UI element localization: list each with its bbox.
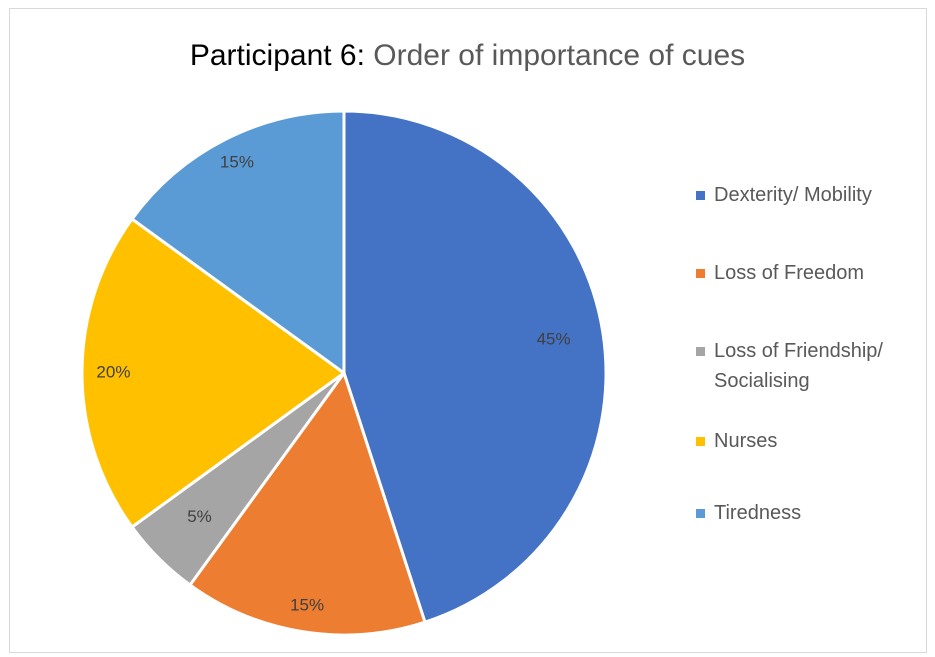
pie-slices — [80, 109, 608, 637]
pie-slice-2 — [188, 371, 427, 637]
data-label-2: 15% — [290, 595, 324, 614]
pie-slice-1 — [342, 109, 608, 624]
chart-title-light: Order of importance of cues — [364, 39, 746, 72]
legend-label-2: Loss of Freedom — [714, 258, 924, 288]
legend-swatch-4 — [696, 437, 705, 446]
legend-label-line: Dexterity/ Mobility — [714, 184, 872, 206]
legend-label-1: Dexterity/ Mobility — [714, 180, 924, 210]
data-label-5: 15% — [220, 152, 254, 171]
legend-swatch-3 — [696, 347, 705, 356]
legend-label-line: Socialising — [714, 370, 810, 392]
chart-title: Participant 6: Order of importance of cu… — [0, 36, 935, 76]
pie-slice-4 — [80, 217, 346, 529]
legend-item-1: Dexterity/ Mobility — [696, 180, 924, 210]
legend-item-2: Loss of Freedom — [696, 258, 924, 288]
chart-title-strong: Participant 6: — [189, 39, 365, 72]
legend-label-line: Nurses — [714, 430, 778, 452]
data-label-3: 5% — [187, 507, 212, 526]
legend-swatch-5 — [696, 509, 705, 518]
legend-label-line: Tiredness — [714, 502, 802, 524]
legend-label-3: Loss of Friendship/Socialising — [714, 336, 924, 396]
legend-swatch-2 — [696, 269, 705, 278]
legend-item-3: Loss of Friendship/Socialising — [696, 336, 924, 396]
pie-slice-5 — [130, 109, 346, 375]
legend-item-5: Tiredness — [696, 498, 924, 528]
data-label-4: 20% — [96, 362, 130, 381]
legend-swatch-1 — [696, 191, 705, 200]
pie-data-labels: 45% 15% 5% 20% 15% — [96, 152, 570, 614]
data-label-1: 45% — [537, 329, 571, 348]
legend-label-4: Nurses — [714, 426, 924, 456]
legend-label-line: Loss of Friendship/ — [714, 340, 883, 362]
legend-label-5: Tiredness — [714, 498, 924, 528]
legend-item-4: Nurses — [696, 426, 924, 456]
legend-label-line: Loss of Freedom — [714, 262, 865, 284]
